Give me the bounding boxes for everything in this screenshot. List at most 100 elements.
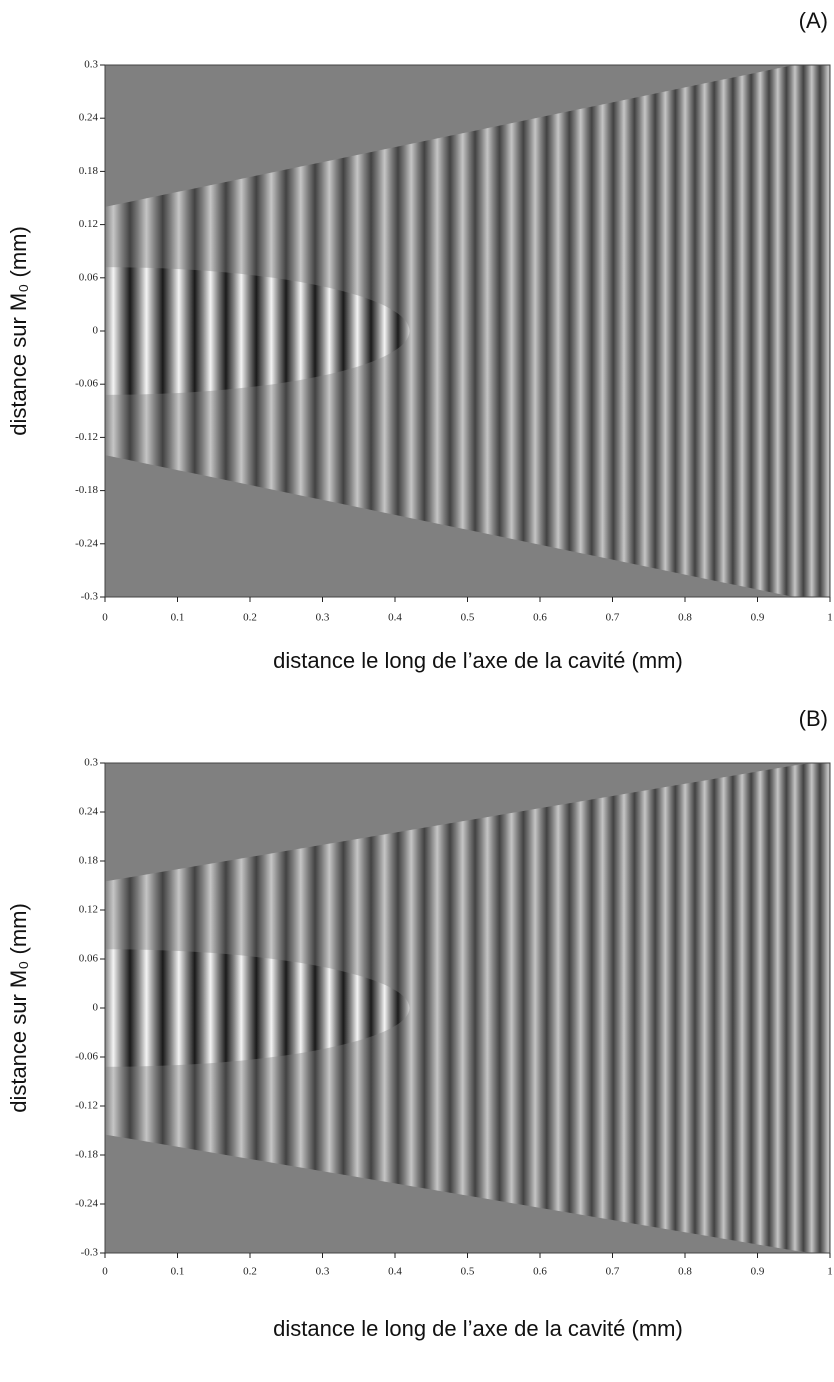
fringe xyxy=(680,763,700,1253)
fringe xyxy=(404,949,410,1067)
x-tick-label: 1 xyxy=(827,612,833,624)
fringe xyxy=(138,949,171,1067)
y-tick-label: 0.3 xyxy=(84,59,98,71)
fringe xyxy=(233,949,264,1067)
x-tick-label: 0.6 xyxy=(533,612,547,624)
fringe xyxy=(552,763,576,1253)
fringe xyxy=(105,267,139,395)
x-tick-label: 0.9 xyxy=(751,612,765,624)
fringe xyxy=(505,763,530,1253)
y-tick-label: 0.06 xyxy=(79,271,99,283)
x-tick-label: 0.9 xyxy=(751,1266,765,1278)
y-tick-label: -0.06 xyxy=(75,1051,98,1063)
fringe xyxy=(737,763,756,1253)
x-axis-title: distance le long de l’axe de la cavité (… xyxy=(273,1316,683,1341)
x-tick-label: 0.3 xyxy=(316,1266,330,1278)
x-tick-label: 0.5 xyxy=(461,612,475,624)
y-tick-label: -0.24 xyxy=(75,537,98,549)
fringe xyxy=(263,949,294,1067)
fringe xyxy=(790,763,808,1253)
fringe xyxy=(575,65,598,597)
y-tick-label: 0.24 xyxy=(79,806,99,818)
fringe xyxy=(755,65,774,597)
fringe xyxy=(430,65,457,597)
fringe xyxy=(807,763,825,1253)
fringe xyxy=(773,763,791,1253)
y-tick-label: 0.12 xyxy=(79,218,98,230)
x-tick-label: 0.7 xyxy=(606,1266,620,1278)
x-tick-label: 0 xyxy=(102,1266,108,1278)
y-tick-label: -0.12 xyxy=(75,1100,98,1112)
fringe xyxy=(529,763,553,1253)
fringe xyxy=(639,65,661,597)
fringe xyxy=(552,65,576,597)
y-tick-label: 0.3 xyxy=(84,757,98,769)
y-tick-label: -0.12 xyxy=(75,431,98,443)
fringe xyxy=(293,267,323,395)
fringe xyxy=(824,65,830,597)
y-axis-title: distance sur M₀ (mm) xyxy=(6,226,31,436)
fringe xyxy=(618,763,640,1253)
fringe xyxy=(529,65,553,597)
fringe xyxy=(202,267,234,395)
fringe xyxy=(699,65,719,597)
fringe xyxy=(597,763,619,1253)
x-tick-label: 0.5 xyxy=(461,1266,475,1278)
fringe xyxy=(404,267,410,395)
fringe xyxy=(737,65,756,597)
fringe xyxy=(660,763,681,1253)
fringe xyxy=(718,65,738,597)
panel: 0.3 0.24 0.18 0.12 0.06 0 -0.06 -0.12 -0.18 -0.24… xyxy=(6,8,833,673)
fringe xyxy=(505,65,530,597)
x-tick-label: 0.2 xyxy=(243,1266,257,1278)
y-tick-label: -0.3 xyxy=(81,591,99,603)
y-tick-label: 0 xyxy=(93,1002,99,1014)
y-axis-title: distance sur M₀ (mm) xyxy=(6,903,31,1113)
x-tick-label: 0 xyxy=(102,612,108,624)
fringe xyxy=(699,763,719,1253)
x-tick-label: 1 xyxy=(827,1266,833,1278)
x-tick-label: 0.6 xyxy=(533,1266,547,1278)
fringe xyxy=(790,65,808,597)
fringe xyxy=(575,763,598,1253)
fringe xyxy=(807,65,825,597)
fringe xyxy=(170,949,203,1067)
fringe xyxy=(202,949,234,1067)
x-tick-label: 0.1 xyxy=(171,1266,185,1278)
y-tick-label: -0.18 xyxy=(75,1149,98,1161)
y-tick-label: 0.06 xyxy=(79,953,99,965)
fringe xyxy=(105,949,139,1067)
x-tick-label: 0.3 xyxy=(316,612,330,624)
fringe xyxy=(481,763,506,1253)
fringe xyxy=(680,65,700,597)
fringe xyxy=(481,65,506,597)
fringe xyxy=(170,267,203,395)
fringe xyxy=(773,65,791,597)
fringe xyxy=(263,267,294,395)
fringe xyxy=(718,763,738,1253)
fringe xyxy=(639,763,661,1253)
fringe xyxy=(430,763,457,1253)
x-tick-label: 0.2 xyxy=(243,612,257,624)
y-tick-label: -0.24 xyxy=(75,1198,98,1210)
x-tick-label: 0.7 xyxy=(606,612,620,624)
fringe xyxy=(597,65,619,597)
fringe xyxy=(456,763,482,1253)
y-tick-label: 0.12 xyxy=(79,904,98,916)
x-tick-label: 0.4 xyxy=(388,612,402,624)
fringe xyxy=(824,763,830,1253)
fringe xyxy=(660,65,681,597)
x-axis-title: distance le long de l’axe de la cavité (… xyxy=(273,648,683,673)
y-tick-label: 0 xyxy=(93,325,99,337)
panel-label: (B) xyxy=(799,706,828,731)
fringe xyxy=(293,949,323,1067)
panel-label: (A) xyxy=(799,8,828,33)
y-tick-label: -0.18 xyxy=(75,484,98,496)
y-tick-label: 0.18 xyxy=(79,855,99,867)
panel: 0.3 0.24 0.18 0.12 0.06 0 -0.06 -0.12 -0.18 -0.24… xyxy=(6,706,833,1341)
y-tick-label: -0.06 xyxy=(75,378,98,390)
x-tick-label: 0.8 xyxy=(678,612,692,624)
fringe xyxy=(755,763,774,1253)
y-tick-label: 0.24 xyxy=(79,112,99,124)
fringe xyxy=(138,267,171,395)
